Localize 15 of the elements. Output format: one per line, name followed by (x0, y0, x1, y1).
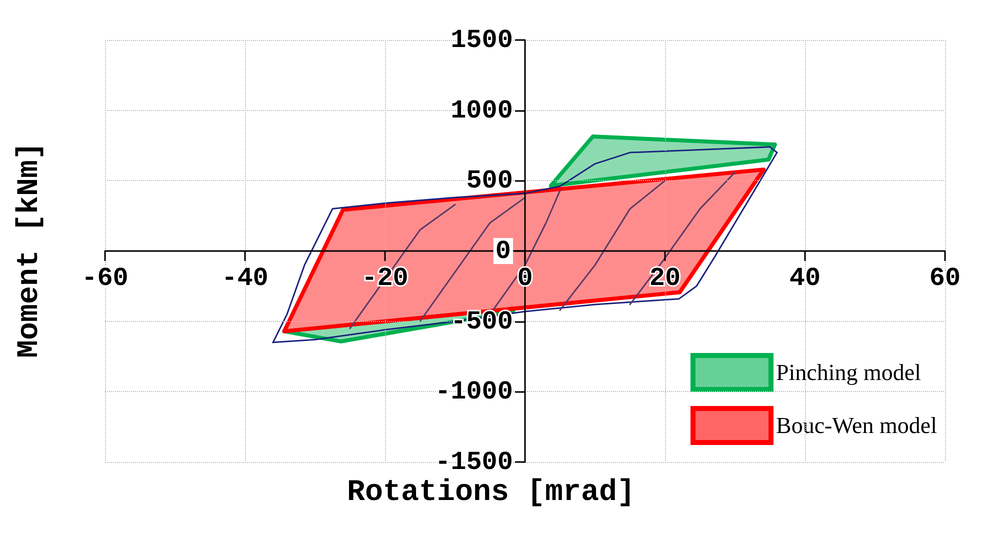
y-axis-title: Moment [kNm] (13, 142, 47, 358)
x-axis-title: Rotations [mrad] (346, 476, 636, 510)
x-tick-label: 60 (929, 263, 961, 293)
y-tick-label: 1000 (450, 95, 513, 126)
y-tick-label: 500 (466, 166, 513, 196)
legend-label: Pinching model (776, 360, 922, 385)
x-tick-label: 40 (789, 263, 821, 293)
y-tick-label: -1000 (434, 376, 513, 407)
y-tick-label: 1500 (450, 25, 513, 55)
x-tick-label: -40 (222, 263, 268, 293)
y-tick-label: 0 (495, 236, 511, 266)
x-tick-label: -60 (82, 263, 128, 293)
y-tick-label: -1500 (434, 447, 513, 477)
legend-label: Bouc-Wen model (776, 413, 938, 438)
x-tick-label: 20 (649, 263, 681, 293)
